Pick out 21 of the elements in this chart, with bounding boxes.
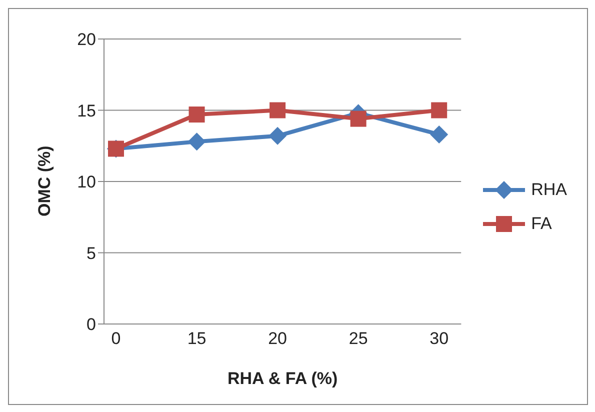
y-tick-label: 10 [77,172,96,192]
x-tick-label: 15 [187,329,206,348]
point [188,106,205,123]
legend-label: FA [531,214,552,234]
x-tick-label: 30 [430,329,449,348]
y-tick-label: 5 [86,244,96,263]
x-tick-label: 0 [111,329,121,348]
x-tick-label: 20 [268,329,288,348]
y-tick-label: 15 [77,101,96,120]
x-tick-label: 25 [348,329,368,348]
point [268,126,287,145]
point [430,125,448,144]
legend-label: RHA [531,180,567,200]
point [350,110,366,127]
x-axis-title: RHA & FA (%) [227,369,338,388]
point [188,132,206,151]
y-tick-label: 0 [86,315,96,334]
point [431,102,448,118]
point [270,102,286,118]
y-axis-title: OMC (%) [35,146,54,216]
y-tick-label: 20 [77,30,96,50]
